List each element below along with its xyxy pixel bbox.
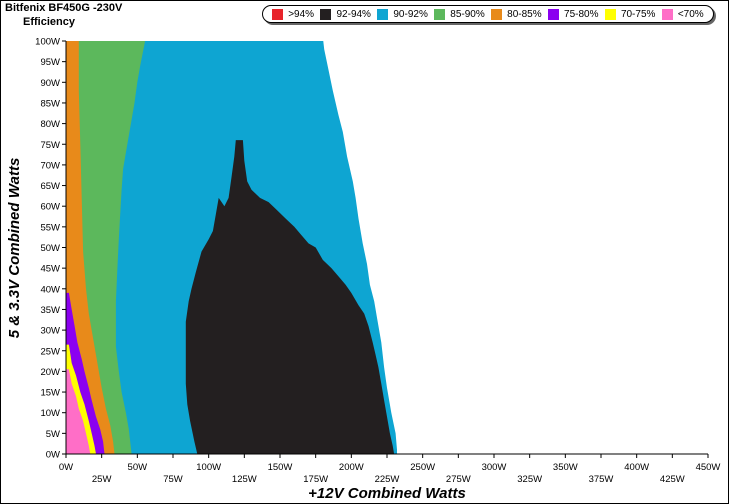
y-tick-label: 25W bbox=[40, 346, 60, 357]
legend-item: 92-94% bbox=[320, 8, 371, 20]
y-tick-label: 40W bbox=[40, 284, 60, 295]
x-tick-label: 25W bbox=[92, 474, 112, 485]
legend-swatch bbox=[377, 8, 389, 20]
legend-label: 92-94% bbox=[336, 8, 371, 20]
x-tick-label: 300W bbox=[482, 462, 507, 473]
legend-item: 85-90% bbox=[434, 8, 485, 20]
x-tick-label: 175W bbox=[303, 474, 328, 485]
legend-label: 70-75% bbox=[620, 8, 656, 20]
legend-item: 80-85% bbox=[491, 8, 542, 20]
y-tick-label: 50W bbox=[40, 243, 60, 254]
legend-label: 75-80% bbox=[564, 8, 599, 20]
y-tick-label: 70W bbox=[40, 160, 60, 171]
y-tick-label: 55W bbox=[40, 222, 60, 233]
legend-item: >94% bbox=[272, 8, 315, 20]
y-tick-label: 85W bbox=[40, 98, 60, 109]
x-tick-label: 325W bbox=[517, 474, 542, 485]
x-tick-label: 250W bbox=[410, 462, 435, 473]
x-tick-label: 400W bbox=[624, 462, 649, 473]
legend-label: >94% bbox=[288, 8, 315, 20]
x-tick-label: 0W bbox=[59, 462, 73, 473]
chart-legend: >94% 92-94% 90-92% 85-90% 80-85% 75-80% 70-75%… bbox=[262, 5, 714, 23]
y-tick-label: 65W bbox=[40, 181, 60, 192]
x-tick-label: 275W bbox=[446, 474, 471, 485]
x-tick-label: 125W bbox=[232, 474, 257, 485]
x-tick-label: 100W bbox=[196, 462, 221, 473]
legend-label: <70% bbox=[677, 8, 704, 20]
y-tick-label: 95W bbox=[40, 57, 60, 68]
legend-swatch bbox=[434, 8, 446, 20]
legend-swatch bbox=[320, 8, 332, 20]
y-axis-title: 5 & 3.3V Combined Watts bbox=[6, 158, 23, 339]
x-tick-label: 450W bbox=[696, 462, 721, 473]
legend-item: 70-75% bbox=[604, 8, 656, 20]
x-tick-label: 150W bbox=[268, 462, 293, 473]
y-tick-label: 75W bbox=[40, 140, 60, 151]
x-tick-label: 350W bbox=[553, 462, 578, 473]
y-tick-label: 45W bbox=[40, 264, 60, 275]
legend-label: 90-92% bbox=[393, 8, 428, 20]
legend-swatch bbox=[491, 8, 503, 20]
y-tick-label: 10W bbox=[40, 408, 60, 419]
y-tick-label: 0W bbox=[46, 450, 60, 461]
legend-item: <70% bbox=[661, 8, 704, 20]
x-tick-label: 50W bbox=[128, 462, 148, 473]
legend-swatch bbox=[661, 8, 673, 20]
legend-item: 90-92% bbox=[377, 8, 428, 20]
legend-swatch bbox=[272, 8, 284, 20]
y-tick-label: 90W bbox=[40, 78, 60, 89]
x-axis-title: +12V Combined Watts bbox=[308, 485, 466, 502]
x-tick-label: 225W bbox=[375, 474, 400, 485]
y-tick-label: 60W bbox=[40, 202, 60, 213]
y-tick-label: 30W bbox=[40, 326, 60, 337]
legend-item: 75-80% bbox=[548, 8, 599, 20]
legend-swatch bbox=[548, 8, 560, 20]
x-tick-label: 375W bbox=[589, 474, 614, 485]
legend-label: 80-85% bbox=[507, 8, 542, 20]
y-tick-label: 80W bbox=[40, 119, 60, 130]
y-tick-label: 100W bbox=[35, 37, 60, 48]
chart-subtitle: Efficiency bbox=[23, 16, 75, 28]
region-92-94 bbox=[185, 140, 395, 454]
y-tick-label: 20W bbox=[40, 367, 60, 378]
y-tick-label: 35W bbox=[40, 305, 60, 316]
y-tick-label: 15W bbox=[40, 388, 60, 399]
x-tick-label: 200W bbox=[339, 462, 364, 473]
chart-title: Bitfenix BF450G -230V bbox=[5, 2, 123, 14]
region-70 bbox=[66, 369, 91, 454]
legend-label: 85-90% bbox=[450, 8, 485, 20]
legend-swatch bbox=[604, 8, 616, 20]
y-tick-label: 5W bbox=[46, 429, 60, 440]
x-tick-label: 75W bbox=[163, 474, 183, 485]
x-tick-label: 425W bbox=[660, 474, 685, 485]
